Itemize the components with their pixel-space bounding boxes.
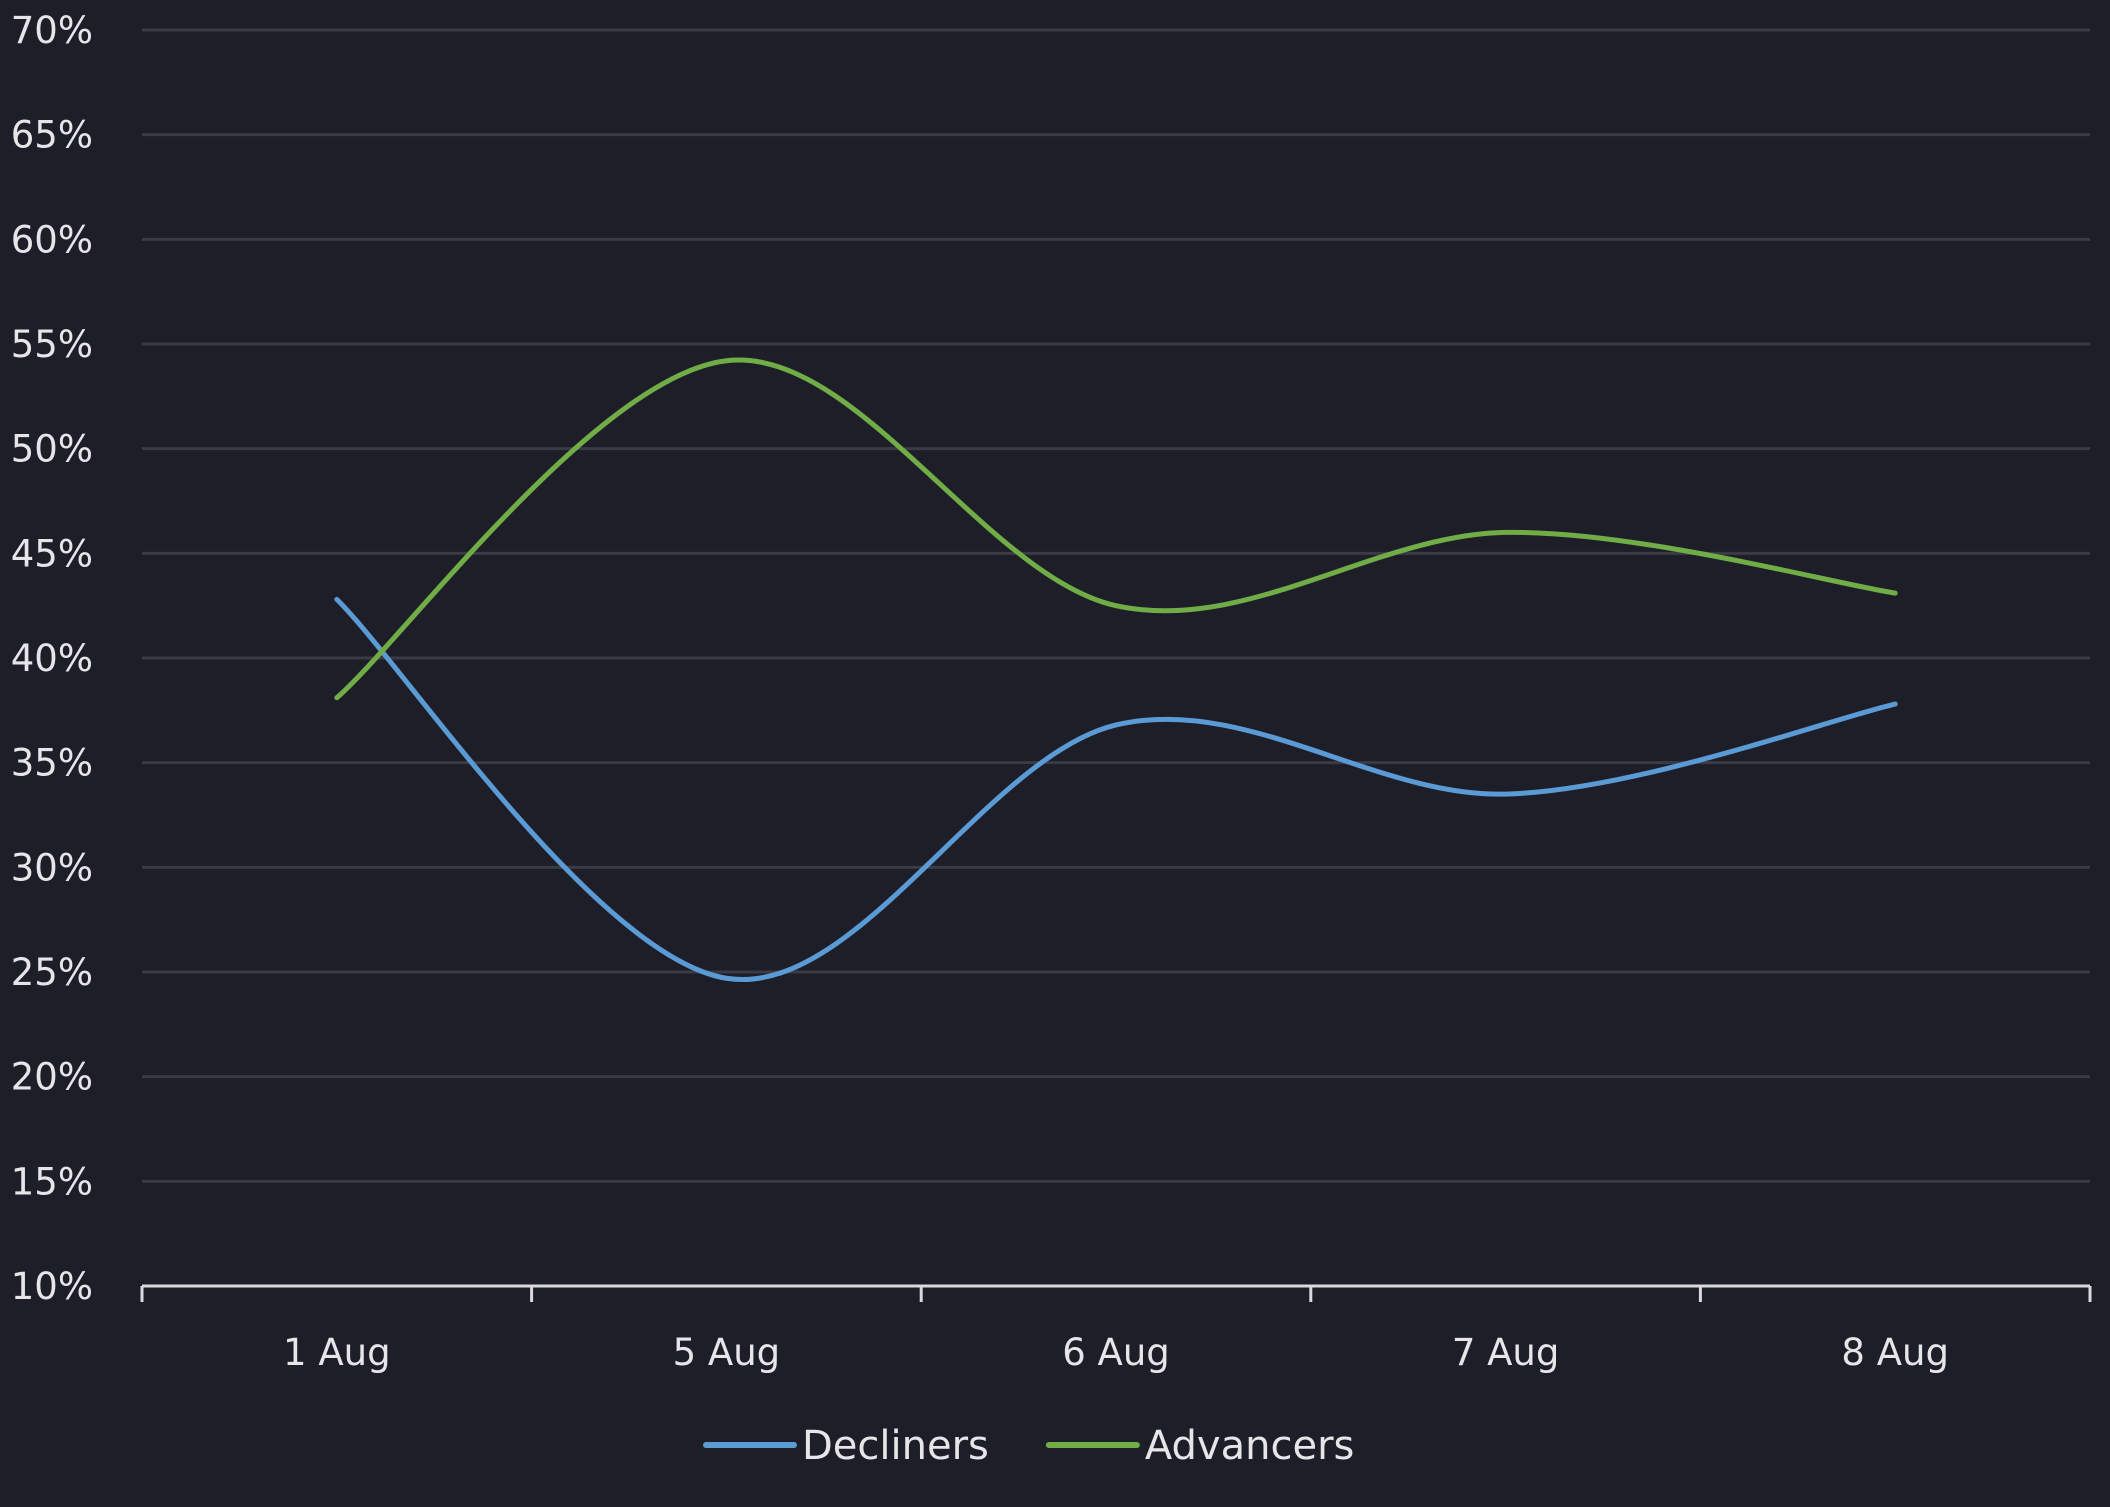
- y-tick-label: 60%: [11, 218, 93, 261]
- x-axis: [140, 1284, 2092, 1302]
- y-tick-label: 20%: [11, 1056, 93, 1099]
- legend-label-decliners: Decliners: [802, 1423, 989, 1469]
- y-tick-label: 10%: [11, 1265, 93, 1308]
- y-tick-label: 30%: [11, 846, 93, 889]
- y-tick-label: 50%: [11, 428, 93, 471]
- legend: Decliners Advancers: [703, 1423, 1354, 1469]
- y-tick-label: 15%: [11, 1160, 93, 1203]
- y-tick-label: 70%: [11, 9, 93, 52]
- y-tick-label: 65%: [11, 114, 93, 157]
- legend-label-advancers: Advancers: [1145, 1423, 1354, 1469]
- y-axis-tick-labels: 10% 15% 20% 25% 30% 35% 40% 45% 50% 55% 60% 65% 70%: [11, 9, 93, 1308]
- y-tick-label: 40%: [11, 637, 93, 680]
- y-tick-label: 45%: [11, 532, 93, 575]
- series-line-decliners: [334, 596, 1898, 983]
- x-tick-label: 7 Aug: [1452, 1331, 1560, 1374]
- x-tick-label: 1 Aug: [283, 1331, 391, 1374]
- series-lines: [334, 357, 1898, 983]
- x-tick-label: 6 Aug: [1062, 1331, 1170, 1374]
- series-line-advancers: [334, 357, 1898, 701]
- gridlines: [142, 28, 2090, 1183]
- x-axis-tick-labels: 1 Aug 5 Aug 6 Aug 7 Aug 8 Aug: [283, 1331, 1949, 1374]
- x-tick-label: 5 Aug: [673, 1331, 781, 1374]
- y-tick-label: 35%: [11, 742, 93, 785]
- x-tick-label: 8 Aug: [1841, 1331, 1949, 1374]
- y-tick-label: 25%: [11, 951, 93, 994]
- y-tick-label: 55%: [11, 323, 93, 366]
